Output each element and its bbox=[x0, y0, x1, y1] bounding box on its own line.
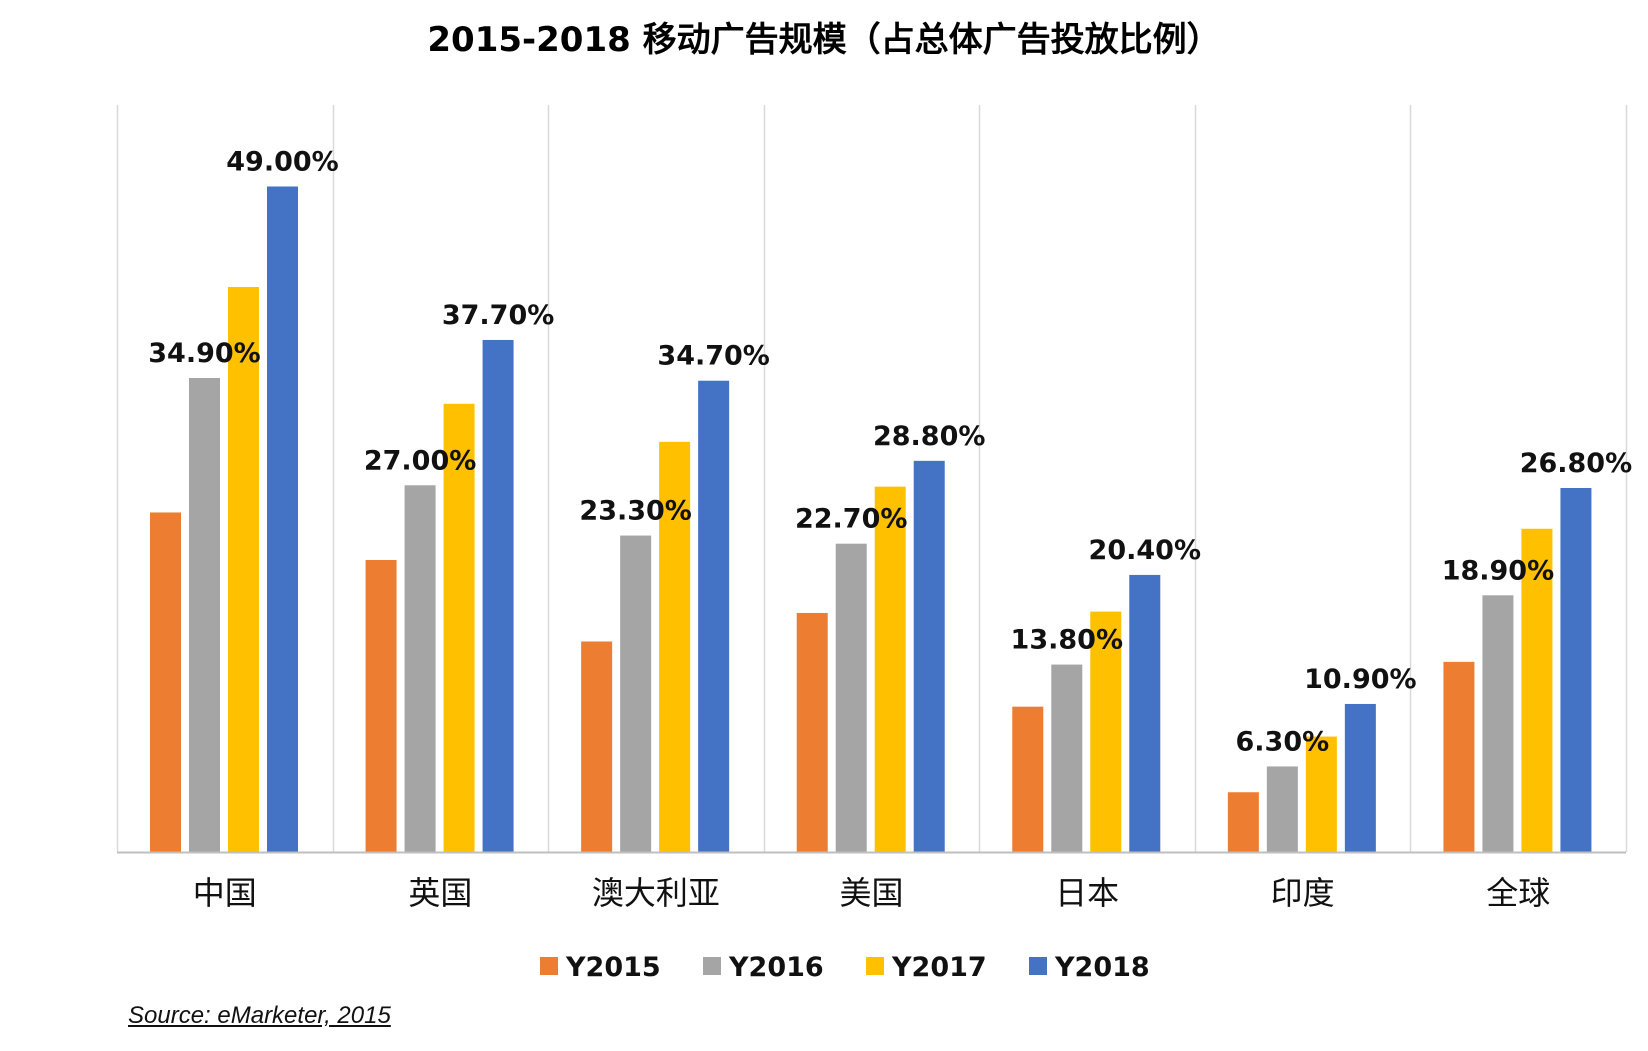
bar-y2017 bbox=[1090, 611, 1122, 852]
bar-y2015 bbox=[1227, 792, 1259, 852]
data-label: 28.80% bbox=[873, 421, 985, 452]
data-label: 22.70% bbox=[795, 504, 907, 535]
legend-label: Y2016 bbox=[728, 952, 824, 983]
legend-swatch bbox=[540, 957, 558, 975]
data-label: 27.00% bbox=[364, 445, 476, 476]
grid-lines bbox=[116, 105, 1628, 852]
legend-item: Y2015 bbox=[540, 952, 661, 983]
bar-y2015 bbox=[1012, 706, 1044, 852]
tick-label: 英国 bbox=[408, 874, 472, 912]
tick-label: 印度 bbox=[1271, 874, 1335, 912]
legend-label: Y2017 bbox=[891, 952, 987, 983]
chart-title: 2015-2018 移动广告规模（占总体广告投放比例） bbox=[427, 20, 1221, 60]
bar-y2016 bbox=[1266, 766, 1298, 852]
bar-y2018 bbox=[267, 186, 298, 852]
bar-y2018 bbox=[698, 380, 730, 852]
bar-y2016 bbox=[620, 535, 652, 852]
x-axis: 中国 英国 澳大利亚 美国 日本 印度 全球 bbox=[117, 851, 1626, 912]
bar-y2015 bbox=[581, 641, 613, 852]
bar-y2016 bbox=[189, 377, 220, 852]
bar-y2018 bbox=[1344, 703, 1376, 852]
bar-y2018 bbox=[482, 339, 514, 852]
bar-y2016 bbox=[404, 485, 436, 852]
legend-label: Y2018 bbox=[1054, 952, 1150, 983]
data-label: 37.70% bbox=[442, 300, 554, 331]
bar-y2018 bbox=[913, 460, 945, 852]
data-label: 18.90% bbox=[1442, 555, 1554, 586]
data-label: 49.00% bbox=[226, 146, 338, 177]
data-labels: 34.90% 49.00% 27.00% 37.70% 23.30% 34.70% 22.7… bbox=[148, 146, 1632, 757]
tick-label: 澳大利亚 bbox=[592, 874, 720, 912]
data-label: 13.80% bbox=[1011, 625, 1123, 656]
legend-item: Y2018 bbox=[1029, 952, 1150, 983]
data-label: 23.30% bbox=[579, 496, 691, 527]
legend-label: Y2015 bbox=[565, 952, 661, 983]
data-label: 26.80% bbox=[1520, 448, 1632, 479]
bar-y2016 bbox=[835, 543, 867, 852]
tick-label: 中国 bbox=[193, 874, 257, 912]
bar-y2015 bbox=[365, 559, 397, 852]
bar-y2017 bbox=[443, 403, 475, 852]
bar-y2018 bbox=[1560, 488, 1592, 852]
tick-label: 全球 bbox=[1486, 874, 1550, 912]
bar-y2017 bbox=[659, 441, 691, 852]
bar-y2017 bbox=[1521, 528, 1553, 852]
source-note: Source: eMarketer, 2015 bbox=[128, 1002, 391, 1029]
legend-swatch bbox=[866, 957, 884, 975]
legend-swatch bbox=[1029, 957, 1047, 975]
bar-y2015 bbox=[150, 512, 181, 852]
bar-y2015 bbox=[1443, 661, 1475, 852]
legend-item: Y2016 bbox=[703, 952, 824, 983]
data-label: 10.90% bbox=[1304, 664, 1416, 695]
data-label: 34.90% bbox=[148, 338, 260, 369]
legend-swatch bbox=[703, 957, 721, 975]
bar-y2018 bbox=[1129, 574, 1161, 852]
bar-y2017 bbox=[228, 286, 259, 853]
bar-y2017 bbox=[874, 486, 906, 852]
bar-y2016 bbox=[1051, 664, 1083, 852]
data-label: 20.40% bbox=[1089, 535, 1201, 566]
tick-label: 日本 bbox=[1055, 874, 1119, 912]
data-label: 6.30% bbox=[1236, 726, 1330, 757]
bar-y2017 bbox=[1305, 736, 1337, 852]
legend: Y2015 Y2016 Y2017 Y2018 bbox=[540, 952, 1150, 983]
data-label: 34.70% bbox=[657, 341, 769, 372]
legend-item: Y2017 bbox=[866, 952, 987, 983]
bars bbox=[150, 186, 1592, 853]
bar-y2016 bbox=[1482, 595, 1514, 852]
tick-label: 美国 bbox=[839, 874, 903, 912]
bar-y2015 bbox=[796, 612, 828, 852]
